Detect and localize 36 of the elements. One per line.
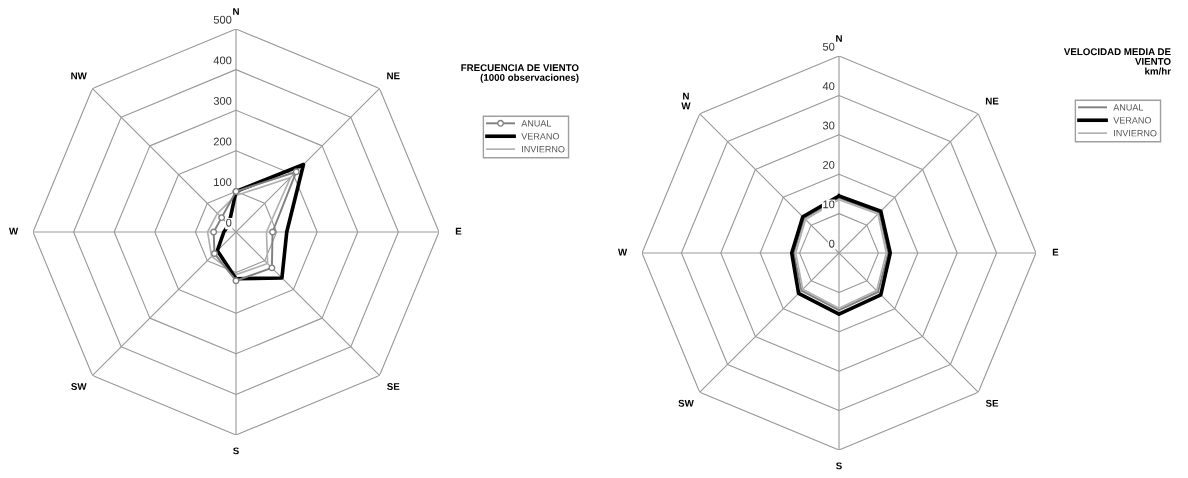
spoke-label: SE (985, 399, 999, 407)
y-tick-label: 40 (822, 82, 835, 91)
spoke-label: W (8, 227, 19, 235)
y-tick-label: 50 (822, 42, 835, 51)
spoke-label: N W (681, 92, 691, 110)
spoke-label: SW (678, 399, 694, 407)
spoke-label: NW (71, 72, 87, 80)
spoke-label: SE (387, 383, 400, 390)
spoke-label: W (617, 248, 628, 256)
legend-label: VERANO (521, 133, 559, 140)
legend-label: ANUAL (1113, 104, 1144, 111)
spoke-label: N (836, 35, 842, 42)
y-tick-label: 30 (822, 121, 835, 130)
y-tick-label: 10 (823, 200, 835, 209)
y-tick-label: 200 (213, 137, 232, 146)
text: FRECUENCIA DE VIENTO (1000 observaciones) (461, 64, 579, 83)
legend-label: INVIERNO (1114, 130, 1157, 137)
spoke-label: NE (985, 97, 999, 105)
spoke-label: E (455, 227, 462, 235)
legend-label: ANUAL (521, 120, 552, 127)
legend-label: VERANO (1113, 117, 1151, 124)
legend-label: INVIERNO (522, 146, 565, 153)
y-tick-label: 400 (213, 56, 232, 65)
spoke-label: N (233, 8, 239, 15)
spoke-label: S (233, 447, 239, 455)
spoke-label: S (836, 462, 842, 470)
spoke-label: NE (387, 72, 400, 80)
y-tick-label: 500 (213, 15, 232, 24)
text: VELOCIDAD MEDIA DE VIENTO km/hr (1063, 48, 1171, 75)
y-tick-label: 0 (829, 239, 835, 248)
y-tick-label: 300 (213, 96, 232, 105)
y-tick-label: 100 (214, 178, 232, 187)
spoke-label: SW (71, 383, 87, 390)
y-tick-label: 20 (823, 160, 835, 169)
spoke-label: E (1052, 248, 1059, 256)
y-tick-label: 0 (226, 218, 232, 227)
